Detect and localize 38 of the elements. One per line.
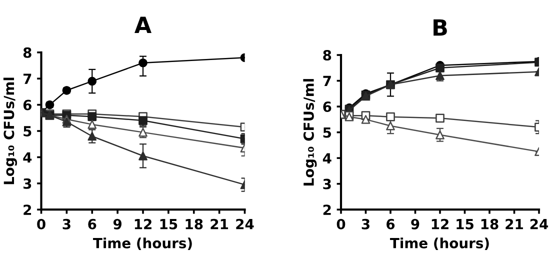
x-tick-label: 3 xyxy=(362,218,370,230)
x-tick-label: 21 xyxy=(506,218,523,230)
y-tick-label: 8 xyxy=(23,47,32,58)
x-tick-label: 6 xyxy=(386,218,395,230)
x-tick-label: 21 xyxy=(210,218,228,230)
y-axis-title: Log₁₀ CFUs/ml xyxy=(303,79,317,186)
x-tick-label: 12 xyxy=(134,218,152,230)
y-tick-label: 2 xyxy=(24,204,32,215)
y-tick-label: 8 xyxy=(323,50,332,60)
x-tick-label: 18 xyxy=(186,218,203,230)
y-tick-label: 4 xyxy=(23,152,32,162)
x-tick-label: 24 xyxy=(236,218,254,230)
x-tick-label: 9 xyxy=(113,218,122,230)
y-tick-label: 2 xyxy=(323,204,331,215)
y-tick-label: 6 xyxy=(23,100,32,110)
x-axis-title: Time (hours) xyxy=(93,238,192,250)
chart-title: B xyxy=(434,19,447,36)
x-tick-label: 9 xyxy=(411,218,420,230)
y-tick-label: 5 xyxy=(24,126,32,136)
x-tick-label: 15 xyxy=(456,219,474,230)
y-tick-label: 4 xyxy=(322,153,332,164)
y-tick-label: 7 xyxy=(323,76,331,86)
x-tick-label: 3 xyxy=(62,218,70,230)
x-tick-label: 0 xyxy=(37,218,46,230)
y-tick-label: 5 xyxy=(323,127,331,138)
x-tick-label: 0 xyxy=(336,218,346,230)
y-axis-title: Log₁₀ CFUs/ml xyxy=(3,78,18,184)
x-tick-label: 18 xyxy=(481,218,498,230)
x-axis-title: Time (hours) xyxy=(390,238,489,250)
y-tick-label: 3 xyxy=(23,178,32,189)
y-tick-label: 3 xyxy=(323,178,331,190)
y-tick-label: 6 xyxy=(323,102,332,112)
y-tick-label: 7 xyxy=(23,74,32,84)
x-tick-label: 6 xyxy=(88,218,96,230)
x-tick-label: 12 xyxy=(432,218,448,230)
x-tick-label: 24 xyxy=(530,218,548,230)
x-tick-label: 15 xyxy=(160,219,178,230)
chart-title: A xyxy=(134,16,152,33)
